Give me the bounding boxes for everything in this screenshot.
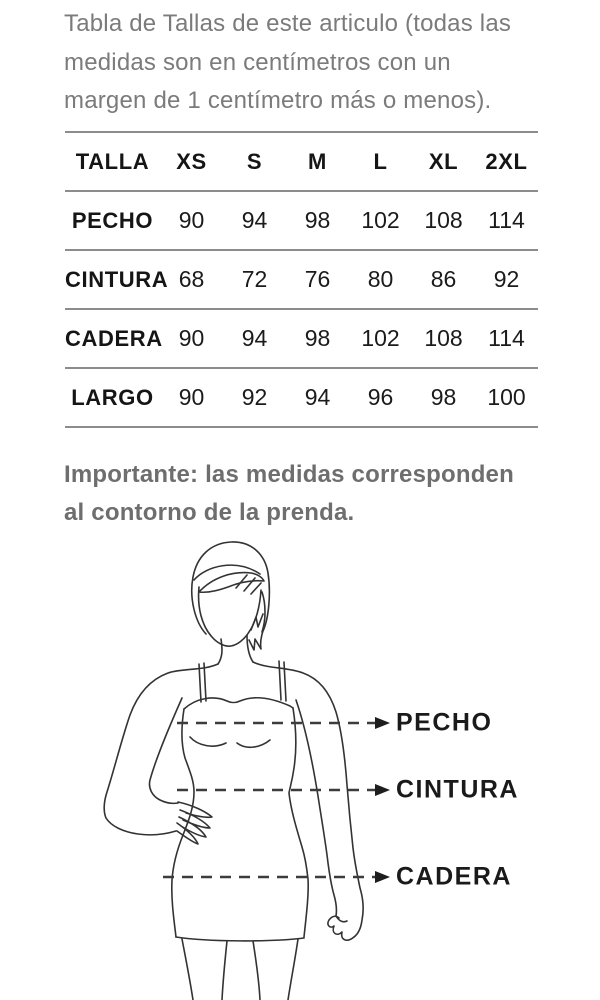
note-line: Importante: las medidas corresponden	[64, 461, 514, 488]
size-value: 98	[304, 207, 331, 233]
cadera-arrowhead	[375, 871, 390, 883]
size-value: 68	[178, 266, 205, 292]
size-value: 90	[178, 325, 205, 351]
figure-face	[197, 586, 262, 647]
table-row-cintura: CINTURA 68 72 76 80 86 92	[65, 251, 538, 310]
figure-dress-hem	[175, 936, 305, 942]
figure-left-hand-fingers	[176, 801, 213, 845]
size-value: 114	[488, 207, 525, 233]
row-label: CINTURA	[65, 266, 169, 292]
intro-line: Tabla de Tallas de este articulo (todas …	[64, 10, 512, 37]
size-value: 96	[367, 384, 394, 410]
size-value: 94	[304, 384, 331, 410]
body-diagram	[103, 541, 390, 1000]
size-value: 100	[487, 384, 526, 410]
figure-hair-strand	[235, 574, 262, 595]
size-value: 92	[241, 384, 268, 410]
important-note: Importante: las medidas corresponden al …	[64, 456, 514, 532]
row-label: LARGO	[71, 384, 154, 410]
size-value: 80	[367, 266, 394, 292]
size-value: 72	[241, 266, 268, 292]
figure-neck	[217, 634, 254, 665]
size-value: 90	[178, 384, 205, 410]
figure-right-hand	[327, 915, 355, 941]
size-table: TALLA XS S M L XL 2XL PECHO 90 94 98 102…	[65, 131, 538, 428]
row-label: PECHO	[71, 207, 154, 233]
size-value: 108	[424, 207, 463, 233]
intro-text: Tabla de Tallas de este articulo (todas …	[64, 5, 511, 121]
figure-dress-left-edge	[171, 708, 195, 938]
size-value: 102	[361, 325, 400, 351]
figure-left-arm-outer	[103, 663, 219, 836]
intro-line: medidas son en centímetros con un	[64, 48, 451, 76]
pecho-arrowhead	[375, 717, 390, 729]
figure-straps	[198, 660, 287, 703]
column-header: M	[308, 148, 327, 174]
size-table-header-row: TALLA XS S M L XL 2XL	[65, 133, 538, 192]
cintura-label: CINTURA	[396, 775, 519, 804]
figure-left-arm-inner	[148, 697, 183, 805]
cintura-arrowhead	[375, 784, 390, 796]
figure-legs	[181, 938, 299, 1000]
figure-bangs-sweep	[198, 571, 265, 594]
cadera-label: CADERA	[396, 862, 512, 891]
figure-bust-curves	[189, 736, 271, 749]
column-header: TALLA	[75, 148, 150, 174]
figure-dress-right-edge	[288, 707, 309, 938]
size-value: 108	[424, 325, 463, 351]
size-value: 76	[304, 266, 331, 292]
figure-right-arm-inner	[295, 699, 338, 917]
size-value: 98	[304, 325, 331, 351]
size-value: 98	[430, 384, 457, 410]
size-value: 102	[361, 207, 400, 233]
figure-bangs	[193, 564, 261, 581]
table-row-cadera: CADERA 90 94 98 102 108 114	[65, 310, 538, 369]
size-value: 90	[178, 207, 205, 233]
figure-right-arm-outer	[252, 661, 364, 938]
pecho-label: PECHO	[396, 708, 493, 737]
table-row-largo: LARGO 90 92 94 96 98 100	[65, 369, 538, 428]
size-value: 86	[430, 266, 457, 292]
size-value: 114	[488, 325, 525, 351]
size-value: 94	[241, 325, 268, 351]
figure-hair	[190, 541, 271, 651]
column-header: S	[246, 148, 263, 174]
note-line: al contorno de la prenda.	[64, 499, 355, 526]
size-value: 92	[493, 266, 520, 292]
row-label: CADERA	[65, 325, 163, 351]
figure-dress-neckline	[183, 697, 294, 710]
column-header: L	[373, 148, 388, 174]
table-row-pecho: PECHO 90 94 98 102 108 114	[65, 192, 538, 251]
column-header: XS	[176, 148, 207, 174]
column-header: XL	[428, 148, 459, 174]
intro-line: margen de 1 centímetro más o menos).	[64, 87, 492, 115]
size-value: 94	[241, 207, 268, 233]
column-header: 2XL	[485, 148, 528, 174]
